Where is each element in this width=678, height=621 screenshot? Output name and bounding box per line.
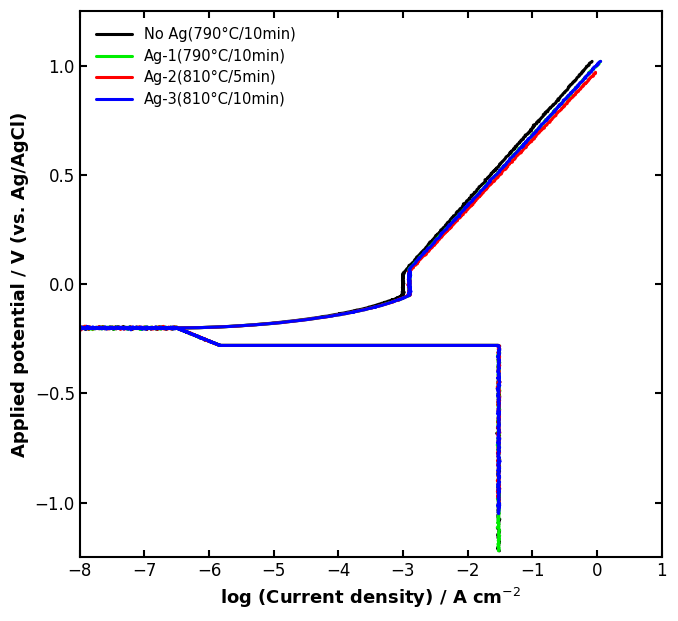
Line: Ag-3(810°C/10min): Ag-3(810°C/10min) xyxy=(80,61,601,514)
Line: No Ag(790°C/10min): No Ag(790°C/10min) xyxy=(80,61,592,551)
Ag-1(790°C/10min) xyxy=(494,353,502,360)
Line: Ag-2(810°C/5min): Ag-2(810°C/5min) xyxy=(80,72,595,507)
Ag-2(810°C/5min) xyxy=(591,68,599,76)
Ag-2(810°C/5min) xyxy=(495,350,503,358)
Ag-3(810°C/10min) xyxy=(96,324,104,331)
Ag-1(790°C/10min) xyxy=(96,324,104,332)
No Ag(790°C/10min) xyxy=(495,353,503,360)
No Ag(790°C/10min) xyxy=(554,95,562,102)
No Ag(790°C/10min) xyxy=(96,323,104,330)
Ag-1(790°C/10min) xyxy=(597,58,605,65)
Ag-1(790°C/10min) xyxy=(495,410,503,417)
No Ag(790°C/10min) xyxy=(494,524,502,531)
Ag-2(810°C/5min) xyxy=(96,324,104,331)
Ag-2(810°C/5min) xyxy=(559,104,567,111)
No Ag(790°C/10min) xyxy=(496,547,504,555)
Ag-2(810°C/5min) xyxy=(494,504,502,511)
No Ag(790°C/10min) xyxy=(588,58,596,65)
Ag-3(810°C/10min) xyxy=(597,58,605,65)
Ag-3(810°C/10min) xyxy=(495,397,503,405)
Ag-1(790°C/10min) xyxy=(562,94,570,102)
Ag-1(790°C/10min) xyxy=(494,547,502,555)
Ag-3(810°C/10min) xyxy=(563,94,571,102)
Y-axis label: Applied potential / V (vs. Ag/AgCl): Applied potential / V (vs. Ag/AgCl) xyxy=(11,112,29,457)
Ag-2(810°C/5min) xyxy=(496,485,504,492)
Ag-2(810°C/5min) xyxy=(494,395,502,402)
Ag-3(810°C/10min) xyxy=(495,351,503,358)
No Ag(790°C/10min) xyxy=(405,263,413,270)
Ag-3(810°C/10min) xyxy=(412,258,420,266)
Ag-2(810°C/5min) xyxy=(411,261,419,268)
Ag-3(810°C/10min) xyxy=(494,491,502,498)
Legend: No Ag(790°C/10min), Ag-1(790°C/10min), Ag-2(810°C/5min), Ag-3(810°C/10min): No Ag(790°C/10min), Ag-1(790°C/10min), A… xyxy=(87,19,304,116)
Line: Ag-1(790°C/10min): Ag-1(790°C/10min) xyxy=(80,61,601,551)
Ag-1(790°C/10min) xyxy=(412,258,420,266)
No Ag(790°C/10min) xyxy=(494,410,502,417)
X-axis label: log (Current density) / A cm$^{-2}$: log (Current density) / A cm$^{-2}$ xyxy=(220,586,521,610)
Ag-3(810°C/10min) xyxy=(494,510,502,517)
Ag-1(790°C/10min) xyxy=(493,524,501,531)
